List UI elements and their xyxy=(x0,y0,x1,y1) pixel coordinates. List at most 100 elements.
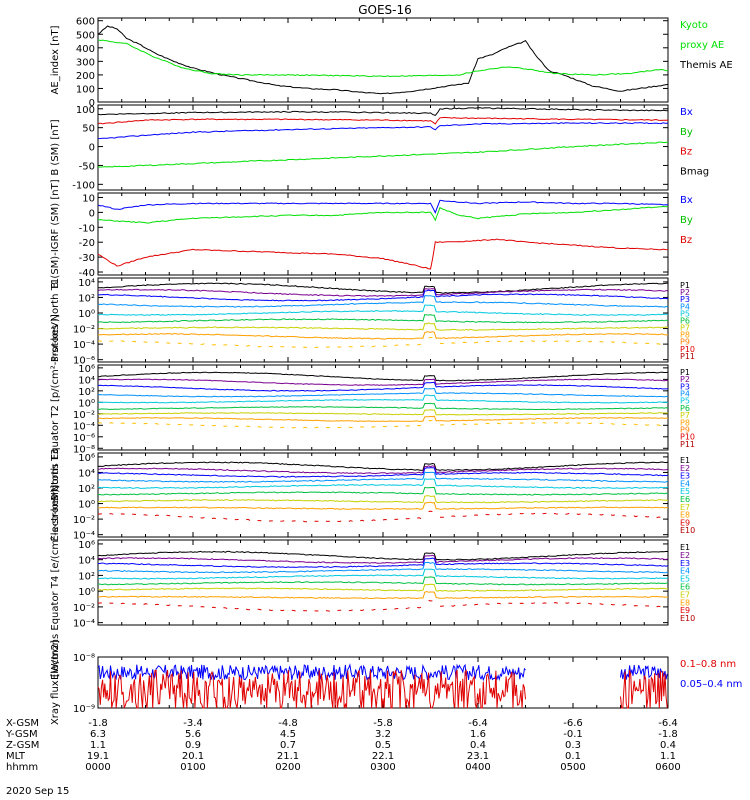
x-row-value: 0600 xyxy=(655,762,680,773)
series-line xyxy=(97,39,669,78)
series-segment xyxy=(587,340,593,343)
series-segment xyxy=(371,345,376,348)
legend-entry: E2 xyxy=(680,551,690,560)
series-segment xyxy=(656,605,661,608)
series-line xyxy=(97,116,669,125)
y-tick-label: 10⁰ xyxy=(78,500,95,511)
legend-entry: 0.05–0.4 nm xyxy=(680,679,742,690)
series-segment xyxy=(325,610,330,612)
series-segment xyxy=(565,512,570,515)
series-segment xyxy=(565,422,570,424)
y-tick-label: 100 xyxy=(76,84,95,95)
series-segment xyxy=(428,337,433,339)
legend-entry: P11 xyxy=(680,440,695,449)
y-tick-label: 0 xyxy=(89,143,95,154)
legend-entry: P10 xyxy=(680,345,695,354)
y-tick-label: 50 xyxy=(82,124,95,135)
series-segment xyxy=(120,422,125,424)
x-row-value: -6.4 xyxy=(658,718,678,729)
y-tick-label: 0 xyxy=(89,98,95,109)
series-segment xyxy=(154,423,159,425)
y-tick-label: 200 xyxy=(76,71,95,82)
x-row-value: 0.4 xyxy=(470,740,486,751)
series-line xyxy=(97,478,669,489)
series-segment xyxy=(132,340,137,343)
series-line xyxy=(97,550,669,561)
series-segment xyxy=(451,423,456,426)
y-tick-label: 10⁻⁹ xyxy=(73,704,95,715)
legend-entry: E4 xyxy=(680,479,690,488)
series-line xyxy=(97,371,669,382)
series-line xyxy=(98,304,669,316)
legend-entry: E1 xyxy=(680,543,690,552)
y-axis-label: Xray flux [W/m2] xyxy=(50,640,61,725)
y-tick-label: 10⁻² xyxy=(73,515,95,526)
series-segment xyxy=(337,609,342,612)
series-segment xyxy=(531,512,536,515)
x-row-value: -0.1 xyxy=(563,729,583,740)
series-segment xyxy=(417,517,422,519)
y-tick-label: 400 xyxy=(76,44,95,55)
series-segment xyxy=(599,603,604,605)
series-line xyxy=(97,561,669,574)
series-segment xyxy=(633,342,638,344)
y-tick-label: 10⁻⁴ xyxy=(73,340,95,351)
series-line xyxy=(98,402,669,411)
x-row-value: 0.5 xyxy=(375,740,391,751)
series-line xyxy=(97,199,669,214)
legend-entry: E3 xyxy=(680,559,690,568)
legend-entry: P11 xyxy=(680,352,695,361)
x-row-label: X-GSM xyxy=(6,718,39,729)
x-row-value: 0300 xyxy=(370,762,395,773)
y-tick-label: 10⁻⁶ xyxy=(73,356,95,367)
legend-entry: By xyxy=(680,215,693,226)
legend-entry: Kyoto xyxy=(680,20,708,31)
y-tick-label: -100 xyxy=(72,180,95,191)
series-segment xyxy=(462,515,467,517)
series-segment xyxy=(394,425,399,428)
series-segment xyxy=(656,343,661,345)
series-segment xyxy=(565,602,570,604)
panel-ee: 10⁶ 10⁴ 10² 10⁰ 10⁻² 10⁻⁴ Electrons Equator T4… xyxy=(50,485,695,680)
series-segment xyxy=(394,608,399,610)
legend-entry: E1 xyxy=(680,456,690,465)
y-tick-label: 10⁴ xyxy=(78,556,95,567)
series-segment xyxy=(428,599,433,602)
legend-entry: P6 xyxy=(680,404,690,413)
y-tick-label: 100 xyxy=(76,105,95,116)
legend-entry: E9 xyxy=(680,518,690,527)
series-segment xyxy=(656,516,661,519)
series-line xyxy=(97,295,669,308)
y-axis-label: B (SM) [nT] xyxy=(50,119,61,175)
series-line xyxy=(97,288,669,297)
series-segment xyxy=(622,341,627,344)
series-line xyxy=(97,583,669,592)
y-tick-label: -20 xyxy=(79,238,95,249)
series-line xyxy=(97,467,669,478)
y-tick-label: 10⁶ xyxy=(78,364,95,375)
series-line xyxy=(97,314,669,324)
x-row-value: 19.1 xyxy=(87,751,109,762)
x-row-value: -1.8 xyxy=(658,729,678,740)
series-line xyxy=(97,568,669,580)
series-segment xyxy=(371,608,376,611)
series-segment xyxy=(348,609,353,612)
series-line xyxy=(97,122,669,140)
series-segment xyxy=(508,340,513,343)
series-segment xyxy=(234,425,239,428)
x-row-value: 1.6 xyxy=(470,729,486,740)
x-row-value: 6.3 xyxy=(90,729,106,740)
legend-entry: Themis AE xyxy=(679,60,733,71)
legend-entry: E6 xyxy=(680,583,690,592)
panel-bsm: -100 -50 0 50 100 B (SM) [nT] Bx By Bz Bmag xyxy=(50,104,709,191)
series-line xyxy=(97,465,669,475)
series-segment xyxy=(200,343,205,345)
legend-entry: P4 xyxy=(680,390,690,399)
legend-entry: P9 xyxy=(680,338,690,347)
legend-entry: E2 xyxy=(680,464,690,473)
series-segment xyxy=(382,518,387,521)
legend-entry: Bmag xyxy=(680,166,709,177)
panel-frame xyxy=(97,192,669,276)
series-line xyxy=(97,590,669,600)
